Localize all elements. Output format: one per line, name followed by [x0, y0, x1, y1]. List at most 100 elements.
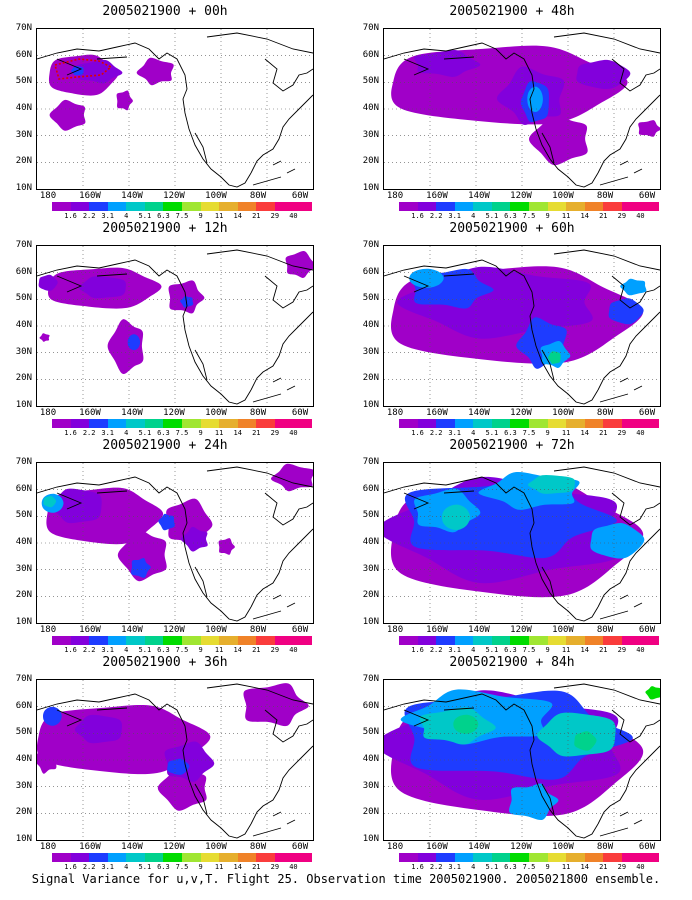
lat-tick-label: 10N	[362, 183, 379, 193]
colorbar-swatch	[436, 853, 456, 862]
colorbar-swatch	[144, 419, 164, 428]
map-svg	[37, 29, 313, 189]
colorbar-label: 6.3	[157, 429, 170, 437]
lat-tick-label: 40N	[362, 754, 379, 764]
coastline	[194, 783, 208, 815]
lon-tick-label: 140W	[468, 408, 490, 418]
lat-tick-label: 20N	[15, 590, 32, 601]
colorbar-label: 6.3	[504, 212, 517, 220]
colorbar-label: 1.6	[64, 646, 77, 654]
colorbar-swatch	[70, 202, 90, 211]
colorbar-label: 40	[636, 646, 645, 654]
variance-contour-fill	[509, 783, 559, 820]
colorbar-label: 21	[252, 863, 261, 871]
colorbar-swatch	[399, 202, 419, 211]
map-area	[383, 679, 661, 841]
colorbar-label: 14	[580, 429, 589, 437]
coastline	[56, 683, 313, 727]
colorbar-label: 9	[198, 863, 203, 871]
colorbar-swatch	[454, 636, 474, 645]
map-panel: 2005021900 + 12h 70N 60N 50N 40N 30N 20N 10N 180…	[0, 219, 330, 437]
colorbar-label: 1.6	[411, 646, 424, 654]
colorbar-swatch	[640, 419, 660, 428]
lat-tick-label: 30N	[15, 346, 32, 357]
colorbar-swatch	[454, 419, 474, 428]
colorbar-label: 7.5	[175, 212, 189, 220]
colorbar-swatch	[107, 202, 127, 211]
lat-tick-label: 70N	[15, 457, 32, 467]
colorbar-swatch	[163, 202, 183, 211]
colorbar-swatch	[510, 636, 530, 645]
colorbar-swatch	[603, 853, 623, 862]
colorbar-swatch	[52, 853, 72, 862]
map-panel: 2005021900 + 24h 70N 60N 50N 40N 30N 20N 10N 180…	[0, 436, 330, 654]
lat-tick-label: 30N	[15, 563, 32, 574]
colorbar-label: 9	[545, 646, 550, 654]
coastline	[264, 275, 313, 309]
colorbar-label: 4	[471, 212, 476, 220]
coastline	[599, 811, 643, 837]
colorbar-label: 4	[124, 212, 129, 220]
colorbar-label: 5.1	[138, 863, 152, 871]
lat-tick-label: 50N	[362, 727, 379, 738]
variance-contour-fill	[590, 522, 645, 559]
colorbar-label: 1.6	[64, 863, 77, 871]
variance-contour-fill	[127, 334, 141, 351]
colorbar-label: 11	[561, 863, 571, 871]
lat-tick-label: 70N	[15, 240, 32, 250]
lon-tick-label: 160W	[426, 625, 448, 635]
lat-tick-label: 60N	[362, 483, 379, 494]
colorbar-label: 11	[214, 429, 224, 437]
coastline	[597, 528, 660, 608]
lat-tick-label: 40N	[15, 537, 32, 547]
colorbar-label: 5.1	[485, 863, 499, 871]
colorbar-label: 1.6	[64, 429, 77, 437]
lat-tick-label: 20N	[15, 156, 32, 167]
variance-contour-fill	[76, 59, 123, 84]
variance-contour-fill	[38, 274, 58, 291]
variance-contour-fill	[528, 113, 588, 166]
colorbar-swatch	[293, 853, 313, 862]
variance-contour-fill	[243, 683, 309, 727]
lon-tick-label: 60W	[638, 625, 656, 635]
variance-contour-fill	[107, 319, 144, 375]
colorbar-swatch	[89, 419, 109, 428]
lat-tick-label: 20N	[362, 590, 379, 601]
colorbar-swatch	[603, 419, 623, 428]
colorbar-swatch	[473, 636, 493, 645]
lon-tick-label: 80W	[249, 842, 267, 852]
lon-tick-label: 120W	[510, 408, 532, 418]
colorbar-swatch	[200, 202, 220, 211]
panel-title: 2005021900 + 48h	[449, 4, 575, 19]
colorbar-label: 21	[599, 646, 608, 654]
lat-tick-label: 20N	[15, 373, 32, 384]
colorbar-label: 21	[252, 646, 261, 654]
coastline	[194, 566, 208, 598]
colorbar-label: 1.6	[411, 429, 424, 437]
lon-tick-label: 80W	[596, 408, 614, 418]
lat-tick-label: 10N	[362, 400, 379, 410]
coastline	[250, 528, 313, 608]
colorbar-label: 7.5	[175, 429, 189, 437]
colorbar-swatch	[621, 419, 641, 428]
coastline	[56, 466, 313, 510]
colorbar-label: 9	[198, 429, 203, 437]
colorbar-label: 2.2	[82, 646, 96, 654]
variance-contour-fill	[158, 513, 175, 531]
lon-tick-label: 180	[386, 191, 404, 201]
colorbar-swatch	[436, 202, 456, 211]
colorbar-label: 9	[198, 212, 203, 220]
colorbar-swatch	[70, 853, 90, 862]
colorbar-swatch	[144, 202, 164, 211]
colorbar-swatch	[584, 419, 604, 428]
colorbar-label: 29	[617, 646, 627, 654]
colorbar-label: 40	[636, 212, 645, 220]
lat-tick-label: 70N	[362, 23, 379, 33]
colorbar-label: 6.3	[157, 212, 170, 220]
colorbar-label: 9	[198, 646, 203, 654]
colorbar-label: 3.1	[448, 646, 462, 654]
colorbar-label: 4	[471, 646, 476, 654]
colorbar-label: 3.1	[101, 863, 115, 871]
colorbar-label: 40	[636, 863, 645, 871]
colorbar-label: 14	[233, 429, 242, 437]
